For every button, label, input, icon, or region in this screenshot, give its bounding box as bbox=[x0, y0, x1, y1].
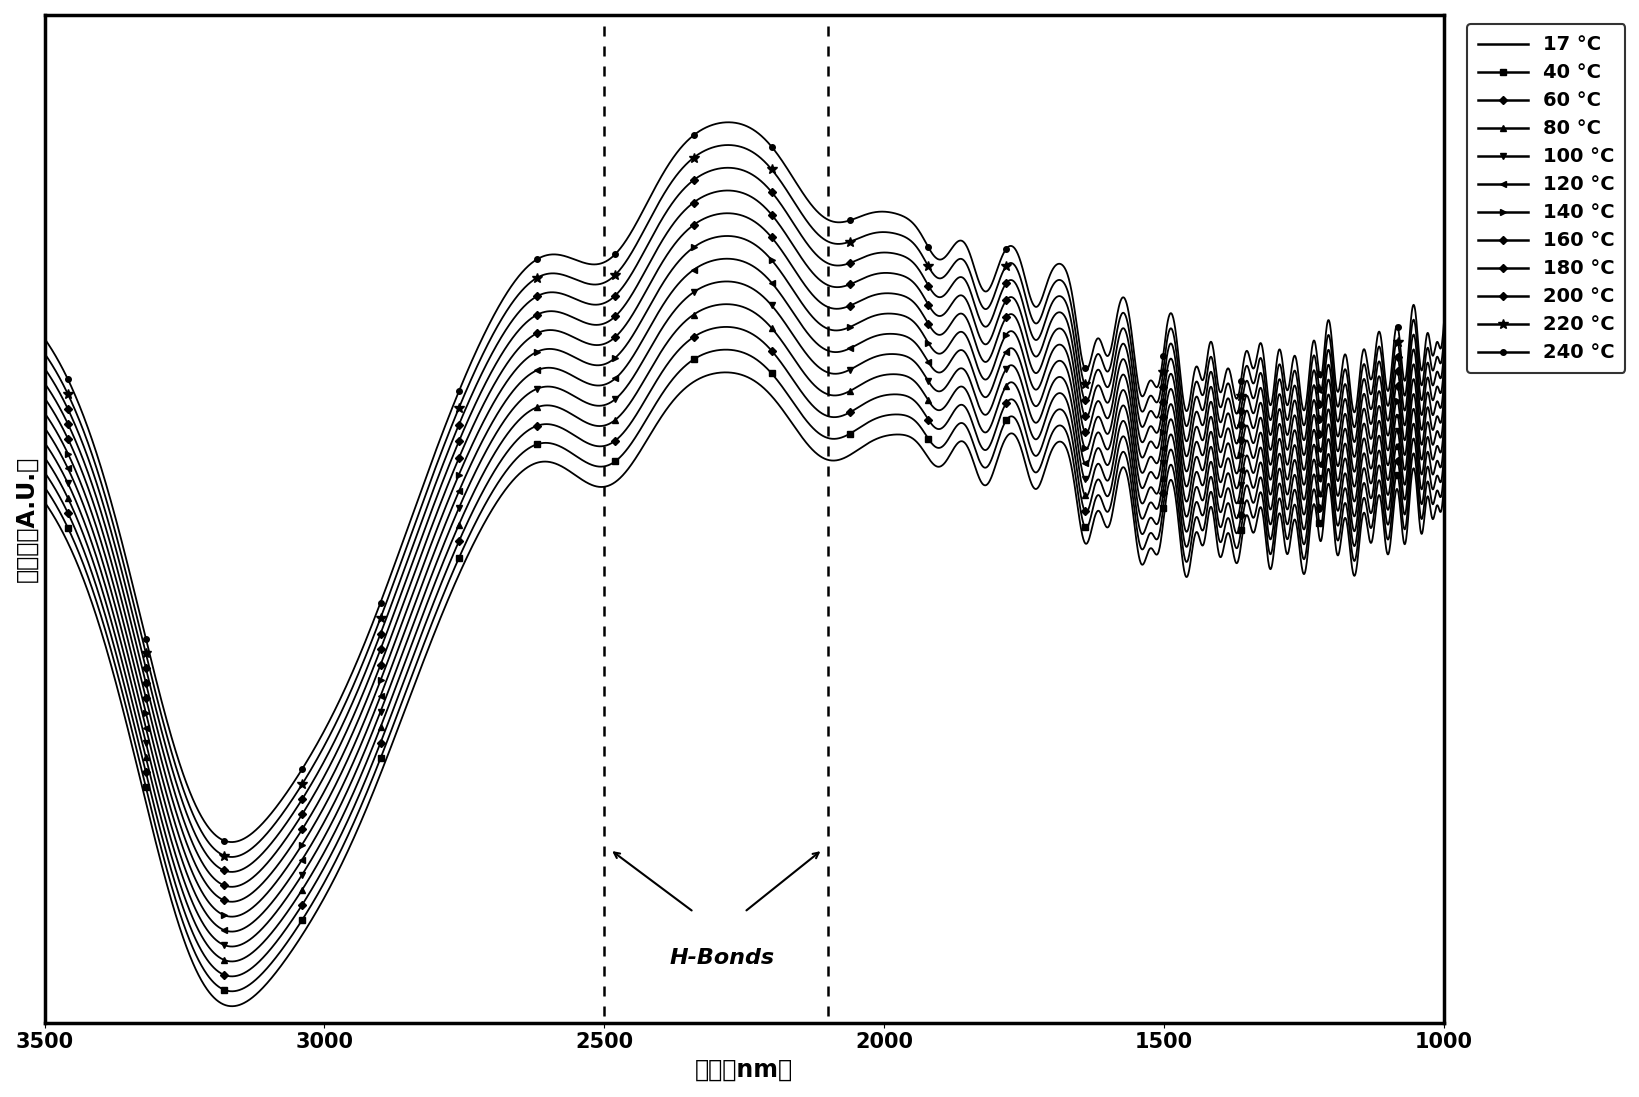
Text: H-Bonds: H-Bonds bbox=[669, 949, 775, 969]
Legend: 17 °C, 40 °C, 60 °C, 80 °C, 100 °C, 120 °C, 140 °C, 160 °C, 180 °C, 200 °C, 220 : 17 °C, 40 °C, 60 °C, 80 °C, 100 °C, 120 … bbox=[1467, 24, 1626, 373]
Y-axis label: 透过率（A.U.）: 透过率（A.U.） bbox=[15, 455, 39, 583]
X-axis label: 波长（nm）: 波长（nm） bbox=[695, 1058, 793, 1082]
